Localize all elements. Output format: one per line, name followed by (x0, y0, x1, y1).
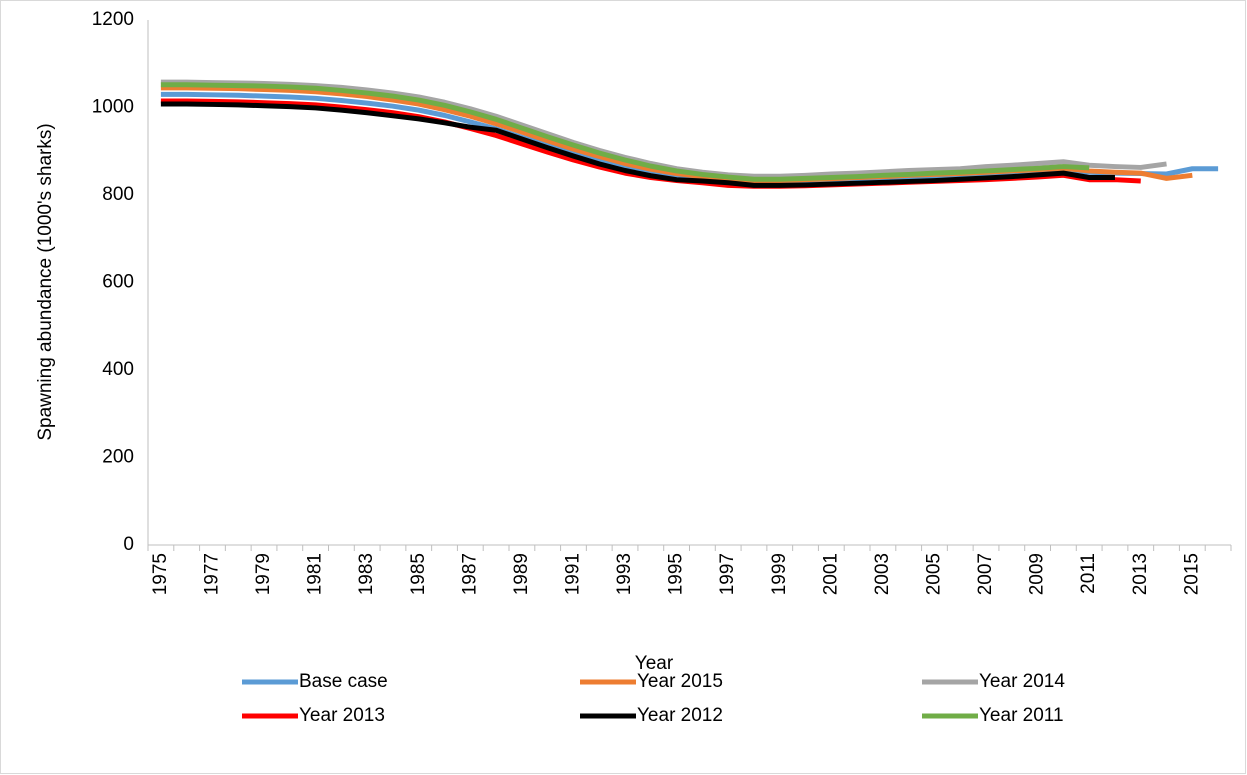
x-tick-label: 1999 (769, 553, 790, 595)
x-tick-label: 1989 (511, 553, 532, 595)
legend-label: Year 2013 (299, 705, 385, 726)
series-line (160, 101, 1115, 188)
legend-label: Year 2012 (637, 705, 723, 726)
x-tick-label: 1975 (150, 553, 171, 595)
x-tick-label: 2003 (872, 553, 893, 595)
x-tick-label: 1995 (666, 553, 687, 595)
y-axis-title: Spawning abundance (1000's sharks) (35, 123, 56, 440)
x-tick-label: 1985 (408, 553, 429, 595)
y-tick-label: 1000 (92, 97, 134, 118)
x-tick-label: 1983 (356, 553, 377, 595)
y-tick-label: 200 (102, 447, 134, 468)
x-tick-label: 2015 (1181, 553, 1202, 595)
legend-label: Year 2011 (979, 705, 1064, 726)
y-tick-label: 1200 (92, 9, 134, 30)
x-tick-label: 1993 (614, 553, 635, 595)
y-tick-label: 800 (102, 184, 134, 205)
x-tick-label: 1987 (459, 553, 480, 595)
y-tick-label: 400 (102, 359, 134, 380)
x-tick-label: 2007 (975, 553, 996, 595)
x-tick-label: 2005 (923, 553, 944, 595)
x-tick-label: 2011 (1078, 553, 1099, 594)
x-tick-label: 1981 (305, 553, 326, 595)
x-tick-label: 2001 (820, 553, 841, 595)
legend-label: Base case (299, 671, 388, 692)
x-tick-label: 1977 (201, 553, 222, 595)
y-tick-label: 0 (123, 534, 134, 555)
legend-label: Year 2015 (637, 671, 723, 692)
y-tick-label: 600 (102, 272, 134, 293)
legend-label: Year 2014 (979, 671, 1065, 692)
x-tick-label: 1991 (562, 553, 583, 595)
series-line (160, 82, 1090, 182)
x-tick-label: 2013 (1130, 553, 1151, 595)
x-tick-label: 2009 (1027, 553, 1048, 595)
x-tick-label: 1997 (717, 553, 738, 595)
x-axis-title: Year (635, 653, 674, 674)
x-tick-label: 1979 (253, 553, 274, 595)
